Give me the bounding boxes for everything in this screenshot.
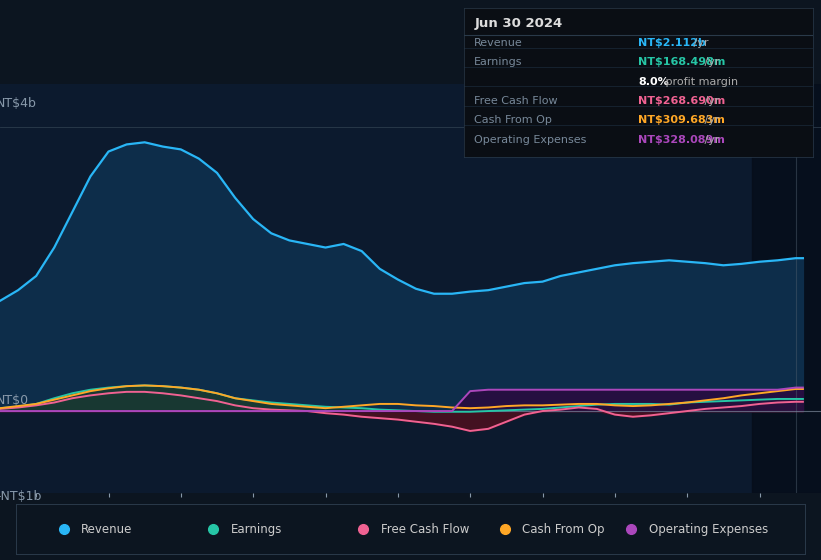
Text: Operating Expenses: Operating Expenses — [475, 134, 587, 144]
Text: NT$168.498m: NT$168.498m — [639, 57, 726, 67]
Bar — [752, 84, 821, 493]
Text: Revenue: Revenue — [475, 38, 523, 48]
Text: /yr: /yr — [701, 115, 720, 125]
Text: NT$0: NT$0 — [0, 394, 29, 407]
Text: NT$328.089m: NT$328.089m — [639, 134, 725, 144]
Text: /yr: /yr — [701, 134, 720, 144]
Text: Operating Expenses: Operating Expenses — [649, 522, 768, 536]
Text: Cash From Op: Cash From Op — [522, 522, 605, 536]
Text: Jun 30 2024: Jun 30 2024 — [475, 17, 562, 30]
Text: NT$309.683m: NT$309.683m — [639, 115, 725, 125]
Text: NT$4b: NT$4b — [0, 97, 37, 110]
Text: Earnings: Earnings — [475, 57, 523, 67]
Text: Cash From Op: Cash From Op — [475, 115, 553, 125]
Text: /yr: /yr — [701, 57, 720, 67]
Text: Free Cash Flow: Free Cash Flow — [381, 522, 469, 536]
Text: /yr: /yr — [701, 96, 720, 106]
Text: -NT$1b: -NT$1b — [0, 491, 41, 503]
Text: NT$268.690m: NT$268.690m — [639, 96, 726, 106]
Text: Revenue: Revenue — [81, 522, 132, 536]
Text: /yr: /yr — [690, 38, 709, 48]
Text: Earnings: Earnings — [231, 522, 282, 536]
Text: NT$2.112b: NT$2.112b — [639, 38, 706, 48]
Text: Free Cash Flow: Free Cash Flow — [475, 96, 558, 106]
Text: profit margin: profit margin — [663, 77, 739, 87]
Text: 8.0%: 8.0% — [639, 77, 669, 87]
